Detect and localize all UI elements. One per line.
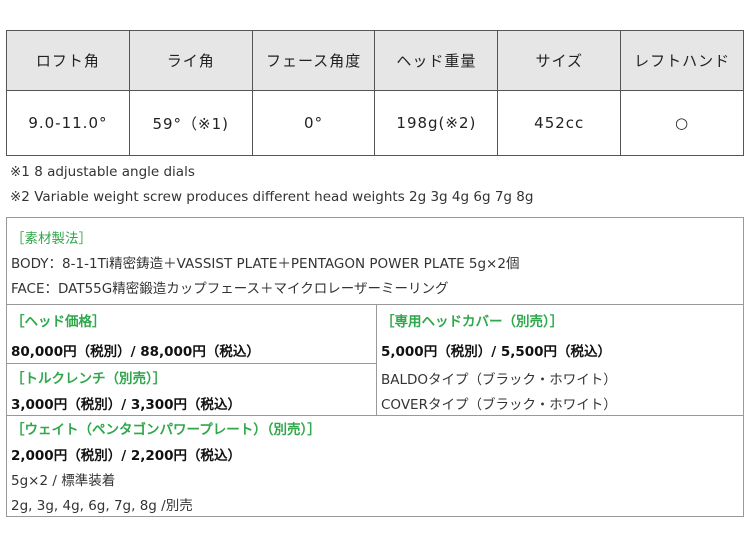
materials-face: FACE：DAT55G精密鍛造カップフェース＋マイクロレーザーミーリング — [11, 281, 449, 297]
note-2: ※2 Variable weight screw produces differ… — [10, 189, 534, 205]
header-face-angle: フェース角度 — [251, 30, 376, 91]
details-box: ［素材製法］ BODY：8-1-1Ti精密鋳造＋VASSIST PLATE＋PE… — [6, 217, 744, 517]
note-1: ※1 8 adjustable angle dials — [10, 164, 195, 180]
value-head-weight: 198g(※2) — [374, 90, 499, 156]
value-loft: 9.0-11.0° — [6, 90, 130, 156]
head-cover-type-baldo: BALDOタイプ（ブラック・ホワイト） — [381, 372, 617, 388]
weight-standard: 5g×2 / 標準装着 — [11, 473, 116, 489]
divider — [7, 415, 743, 416]
head-cover-price: 5,000円（税別）/ 5,500円（税込） — [381, 344, 612, 360]
weight-title: ［ウェイト（ペンタゴンパワープレート）（別売）］ — [11, 422, 321, 438]
head-price-value: 80,000円（税別）/ 88,000円（税込） — [11, 344, 260, 360]
spec-header-row: ロフト角 ライ角 フェース角度 ヘッド重量 サイズ レフトハンド — [6, 30, 744, 91]
head-price-title: ［ヘッド価格］ — [11, 314, 106, 330]
value-face-angle: 0° — [251, 90, 376, 156]
value-left-hand: ○ — [620, 90, 744, 156]
torque-wrench-title: ［トルクレンチ（別売）］ — [11, 371, 167, 387]
header-loft: ロフト角 — [6, 30, 130, 91]
value-lie: 59°（※1) — [128, 90, 253, 156]
head-cover-title: ［専用ヘッドカバー（別売）］ — [381, 314, 564, 330]
value-size: 452cc — [497, 90, 622, 156]
materials-body: BODY：8-1-1Ti精密鋳造＋VASSIST PLATE＋PENTAGON … — [11, 256, 520, 272]
head-cover-type-cover: COVERタイプ（ブラック・ホワイト） — [381, 397, 617, 413]
spec-value-row: 9.0-11.0° 59°（※1) 0° 198g(※2) 452cc ○ — [6, 90, 744, 156]
weight-options: 2g, 3g, 4g, 6g, 7g, 8g /別売 — [11, 498, 193, 514]
divider — [7, 304, 743, 305]
header-size: サイズ — [497, 30, 622, 91]
header-lie: ライ角 — [128, 30, 253, 91]
header-head-weight: ヘッド重量 — [374, 30, 499, 91]
torque-wrench-price: 3,000円（税別）/ 3,300円（税込） — [11, 397, 242, 413]
materials-title: ［素材製法］ — [11, 231, 92, 247]
header-left-hand: レフトハンド — [620, 30, 744, 91]
divider — [7, 363, 376, 364]
weight-price: 2,000円（税別）/ 2,200円（税込） — [11, 448, 242, 464]
divider — [376, 304, 377, 415]
spec-table: ロフト角 ライ角 フェース角度 ヘッド重量 サイズ レフトハンド 9.0-11.… — [6, 30, 744, 156]
